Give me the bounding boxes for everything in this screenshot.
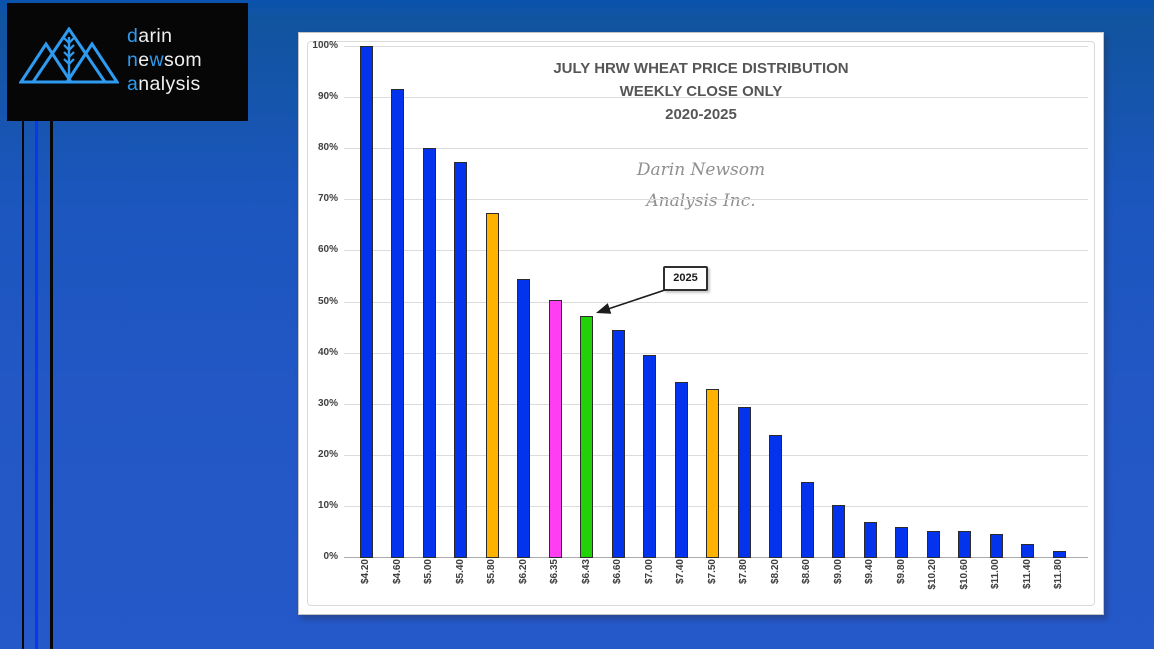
y-tick-label: 0%: [323, 551, 338, 562]
gridline: [344, 46, 1088, 47]
bar-$7.80: [737, 407, 751, 558]
annotation-arrow-icon: [595, 289, 666, 314]
x-tick-label: $11.80: [1053, 559, 1064, 590]
gridline: [344, 301, 1088, 303]
y-tick-label: 30%: [317, 397, 338, 409]
x-tick-label: $7.80: [738, 559, 749, 585]
logo-wordmark: darin newsom analysis: [127, 24, 202, 96]
x-tick-label: $5.40: [454, 559, 466, 585]
bar-$6.20: [517, 279, 530, 558]
x-tick-label: $5.00: [423, 559, 434, 585]
gridline: [344, 352, 1088, 354]
mountains-wheat-icon: [19, 27, 119, 84]
x-tick-label: $11.40: [1021, 559, 1033, 590]
bar-$5.80: [485, 212, 499, 558]
y-tick-label: 70%: [317, 193, 338, 205]
gridline: [344, 199, 1088, 201]
x-tick-label: $10.20: [927, 559, 938, 590]
y-tick-label: 50%: [317, 295, 338, 307]
x-tick-label: $8.60: [801, 559, 812, 585]
x-tick-label: $8.20: [769, 559, 781, 585]
x-tick-label: $7.00: [643, 559, 655, 585]
x-tick-label: $9.40: [864, 559, 875, 585]
decorative-line-black-1: [22, 121, 24, 649]
bar-$9.80: [895, 527, 908, 558]
bar-$9.00: [832, 504, 845, 558]
chart-title-line2: WEEKLY CLOSE ONLY: [619, 83, 783, 100]
chart-panel: JULY HRW WHEAT PRICE DISTRIBUTION WEEKLY…: [298, 32, 1104, 615]
bar-$9.40: [863, 522, 877, 558]
bar-$8.20: [769, 435, 782, 558]
chart-title-line3: 2020-2025: [665, 106, 737, 123]
bar-$11.00: [989, 534, 1003, 558]
y-tick-label: 10%: [317, 499, 338, 511]
x-tick-label: $9.80: [895, 559, 907, 585]
bar-$8.60: [800, 481, 814, 558]
bar-$7.40: [674, 381, 688, 558]
watermark-line1: Darin Newsom: [636, 160, 766, 180]
y-tick-label: 90%: [317, 91, 338, 103]
x-tick-label: $4.20: [360, 559, 371, 585]
bar-$11.80: [1052, 551, 1066, 558]
company-logo: darin newsom analysis: [7, 3, 248, 121]
x-tick-label: $10.60: [958, 559, 970, 590]
x-tick-label: $7.40: [675, 559, 686, 585]
x-tick-label: $11.00: [990, 559, 1001, 590]
bar-$4.60: [391, 89, 404, 558]
bar-$6.43: [580, 315, 593, 558]
y-tick-label: 60%: [317, 244, 338, 256]
bar-$5.40: [454, 161, 467, 558]
gridline: [344, 250, 1088, 252]
y-tick-label: 80%: [317, 142, 338, 154]
bar-$11.40: [1021, 543, 1034, 558]
bar-$10.60: [958, 530, 971, 558]
gridline: [344, 97, 1088, 99]
y-tick-label: 100%: [312, 40, 338, 51]
logo-line-analysis: analysis: [127, 73, 201, 95]
bar-$7.00: [643, 355, 656, 558]
bar-$5.00: [422, 148, 436, 558]
decorative-line-blue: [35, 121, 38, 649]
x-tick-label: $7.50: [706, 559, 718, 585]
x-tick-label: $6.43: [580, 559, 592, 585]
decorative-line-black-2: [50, 121, 53, 649]
logo-line-newsom: newsom: [127, 49, 203, 71]
bar-$4.20: [359, 46, 373, 558]
watermark-line2: Analysis Inc.: [646, 191, 756, 211]
x-tick-label: $6.60: [612, 559, 623, 585]
y-tick-label: 40%: [317, 346, 338, 358]
y-tick-label: 20%: [317, 448, 338, 460]
x-tick-label: $6.35: [549, 559, 560, 585]
bar-$7.50: [706, 389, 719, 558]
x-tick-label: $9.00: [832, 559, 844, 585]
bar-$6.35: [548, 300, 562, 558]
x-tick-label: $6.20: [517, 559, 529, 585]
annotation-2025-box: 2025: [663, 266, 708, 291]
bar-$10.20: [926, 530, 940, 558]
chart-title: JULY HRW WHEAT PRICE DISTRIBUTION WEEKLY…: [299, 57, 1103, 126]
bar-$6.60: [611, 329, 625, 558]
chart-title-line1: JULY HRW WHEAT PRICE DISTRIBUTION: [553, 60, 849, 77]
gridline: [344, 148, 1088, 150]
chart-border: [307, 41, 1095, 606]
watermark: Darin Newsom Analysis Inc.: [299, 155, 1103, 217]
x-tick-label: $4.60: [391, 559, 403, 585]
logo-line-darin: darin: [127, 25, 173, 47]
x-tick-label: $5.80: [486, 559, 497, 585]
